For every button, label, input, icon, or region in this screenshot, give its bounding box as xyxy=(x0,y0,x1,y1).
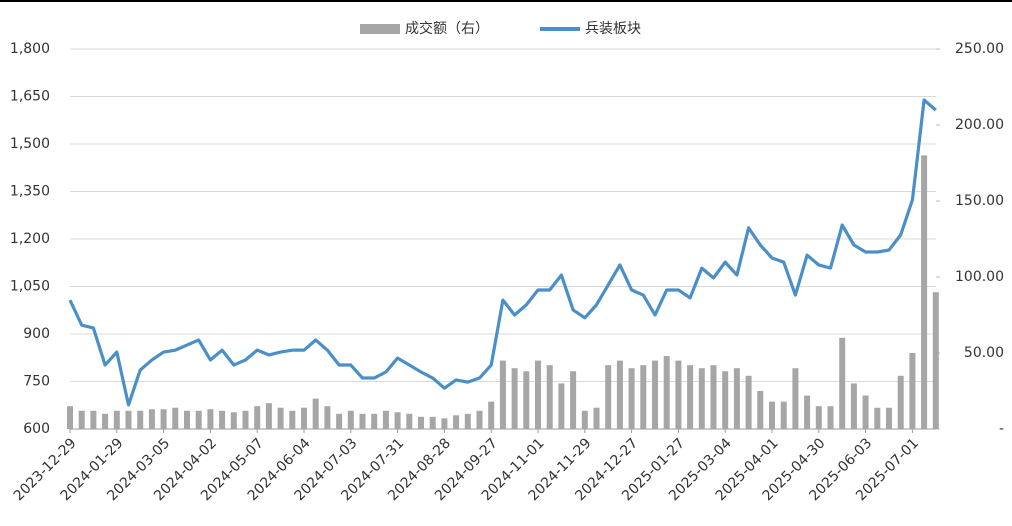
bar xyxy=(429,416,436,429)
bar xyxy=(886,407,892,429)
bar xyxy=(687,365,694,429)
bar xyxy=(160,409,167,429)
y2-tick-label: 250.00 xyxy=(955,41,1004,57)
bar xyxy=(921,155,928,429)
bar xyxy=(605,365,612,429)
y-tick-label: 1,350 xyxy=(10,184,50,200)
bar xyxy=(476,410,483,429)
bar xyxy=(757,391,764,429)
y2-tick-label: 200.00 xyxy=(955,117,1004,133)
bar xyxy=(324,406,331,429)
y-tick-label: 1,800 xyxy=(10,41,50,57)
bar xyxy=(394,412,401,429)
y-tick-label: 1,650 xyxy=(10,89,50,105)
bar xyxy=(347,410,354,429)
bar xyxy=(137,410,144,429)
bar xyxy=(862,395,869,429)
y2-tick-label: - xyxy=(999,421,1004,437)
bar xyxy=(850,383,857,429)
bar xyxy=(874,407,881,429)
bar xyxy=(125,410,132,429)
bar xyxy=(78,410,85,429)
bar xyxy=(207,409,214,429)
bar xyxy=(148,409,155,429)
bar xyxy=(581,410,588,429)
bar xyxy=(570,371,577,429)
y2-tick-label: 50.00 xyxy=(964,345,1004,361)
legend-label: 成交额（右） xyxy=(405,20,489,37)
bar xyxy=(499,360,506,429)
bar xyxy=(301,407,307,429)
bar xyxy=(184,410,190,429)
bar xyxy=(616,360,623,429)
bar xyxy=(769,401,775,429)
y-tick-label: 600 xyxy=(23,421,50,437)
bar xyxy=(511,368,518,429)
bar xyxy=(745,375,752,429)
bar xyxy=(90,410,97,429)
bar xyxy=(488,401,495,429)
y2-tick-label: 100.00 xyxy=(955,269,1004,285)
bar xyxy=(336,413,343,429)
bar xyxy=(780,401,787,429)
bar xyxy=(371,413,378,429)
bar xyxy=(312,398,319,429)
bar xyxy=(628,368,635,429)
bar xyxy=(710,365,717,429)
bar xyxy=(464,413,471,429)
bar xyxy=(932,292,939,429)
line xyxy=(68,98,937,407)
bar xyxy=(815,406,822,429)
bar xyxy=(558,383,565,429)
y-tick-label: 900 xyxy=(23,326,50,342)
bar xyxy=(535,360,541,429)
bar xyxy=(102,413,109,429)
bar xyxy=(254,406,261,429)
bar xyxy=(418,416,424,429)
bar xyxy=(839,337,846,429)
bar xyxy=(67,406,73,429)
y2-tick-label: 150.00 xyxy=(955,193,1004,209)
bar xyxy=(359,413,366,429)
bar xyxy=(523,371,530,429)
y-tick-label: 1,200 xyxy=(10,231,50,247)
bar xyxy=(675,360,682,429)
y-tick-label: 750 xyxy=(23,374,50,390)
bar xyxy=(909,353,916,429)
bar xyxy=(289,410,296,429)
y-tick-label: 1,050 xyxy=(10,279,50,295)
bar xyxy=(195,410,202,429)
bar xyxy=(113,410,120,429)
bar xyxy=(722,371,729,429)
bar xyxy=(804,395,811,429)
bar xyxy=(277,407,284,429)
bar xyxy=(172,407,179,429)
bar xyxy=(827,406,834,429)
bar xyxy=(698,368,705,429)
bar xyxy=(265,403,272,429)
bar xyxy=(230,412,237,429)
bar xyxy=(733,368,740,429)
bar xyxy=(546,365,553,429)
bar xyxy=(792,368,799,429)
bar xyxy=(453,415,460,429)
bar xyxy=(652,360,658,429)
bar xyxy=(219,410,226,429)
bar xyxy=(663,356,670,429)
bar xyxy=(382,410,389,429)
legend-swatch xyxy=(360,24,400,34)
y-tick-label: 1,500 xyxy=(10,136,50,152)
bar xyxy=(441,418,448,429)
bar xyxy=(897,375,904,429)
bar xyxy=(406,413,413,429)
legend-label: 兵装板块 xyxy=(585,21,641,37)
bar xyxy=(593,407,600,429)
bar xyxy=(640,365,647,429)
bar xyxy=(242,410,249,429)
